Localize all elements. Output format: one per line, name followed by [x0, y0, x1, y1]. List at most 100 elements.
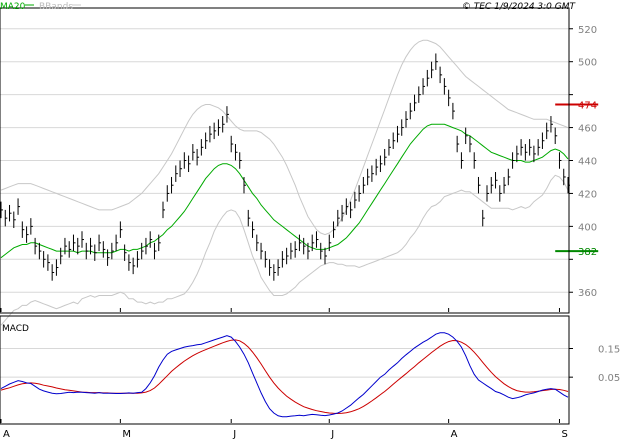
price-bar — [179, 160, 183, 177]
price-bar — [460, 152, 464, 169]
price-bar — [456, 135, 460, 153]
price-levels: 474 382 — [555, 101, 599, 258]
price-tick-label: 420 — [578, 189, 597, 200]
price-bar — [350, 201, 353, 219]
price-bar — [396, 125, 400, 143]
price-bar — [17, 198, 21, 215]
price-bar — [136, 251, 140, 268]
price-bar — [90, 237, 93, 255]
price-bar — [290, 242, 293, 260]
macd-tick-label: 0.05 — [598, 373, 620, 384]
price-bar — [171, 176, 174, 194]
price-bar — [64, 237, 67, 255]
price-bar — [537, 139, 541, 156]
price-bar — [315, 231, 319, 248]
time-tick-label: A — [3, 429, 10, 440]
price-bar — [418, 86, 421, 103]
price-bar — [281, 251, 285, 268]
price-bar — [205, 132, 208, 149]
price-bar — [243, 176, 246, 194]
price-bar — [47, 254, 50, 271]
price-bar — [490, 176, 494, 194]
time-tick-label: S — [561, 429, 567, 440]
macd-title: MACD — [2, 324, 29, 334]
price-bar — [533, 145, 536, 163]
time-tick-label: M — [122, 429, 131, 440]
price-bar — [269, 259, 272, 276]
price-bar — [426, 69, 430, 87]
price-bar — [247, 209, 251, 227]
price-bar — [132, 257, 136, 275]
price-bar — [124, 244, 127, 261]
price-bar — [239, 152, 242, 169]
price-bar — [294, 241, 298, 258]
price-bar — [409, 102, 413, 120]
bollinger-upper-line — [0, 39, 569, 236]
price-bar — [188, 155, 191, 173]
price-bar — [145, 237, 148, 255]
price-bar — [60, 247, 63, 265]
price-bar — [0, 201, 3, 219]
price-bar — [149, 231, 153, 248]
price-bar — [520, 139, 524, 156]
price-bar — [213, 122, 217, 140]
price-bar — [21, 221, 25, 238]
price-bar — [303, 237, 306, 255]
price-bar — [141, 242, 144, 260]
price-bar — [529, 139, 532, 156]
price-bar — [541, 132, 545, 149]
legend-bbands-label: BBands — [39, 2, 73, 12]
price-bar — [362, 176, 366, 194]
price-bar — [94, 244, 97, 261]
price-bar — [333, 221, 336, 238]
price-bar — [439, 66, 443, 84]
price-bar — [524, 144, 528, 161]
price-bar — [81, 231, 84, 248]
price-bar — [260, 242, 264, 260]
price-bar — [473, 152, 477, 169]
price-bars — [0, 53, 570, 281]
price-bar — [482, 209, 485, 227]
price-bar — [192, 144, 195, 161]
support-level-label: 382 — [578, 247, 597, 258]
price-bar — [495, 172, 498, 189]
price-bar — [341, 204, 345, 222]
price-bar — [550, 116, 553, 133]
price-bar — [435, 53, 438, 70]
price-bar — [358, 185, 362, 202]
price-bar — [554, 127, 558, 145]
price-bar — [111, 242, 114, 260]
price-bar — [153, 242, 157, 260]
price-tick-label: 460 — [578, 124, 597, 135]
price-bar — [558, 152, 562, 169]
price-bar — [217, 119, 221, 136]
price-bar — [98, 234, 102, 252]
price-bar — [448, 89, 451, 107]
price-bar — [26, 226, 29, 243]
price-bar — [503, 176, 507, 194]
price-bar — [162, 201, 165, 219]
price-panel: 474 382 360 400 420 440 460 500 520 — [0, 7, 599, 326]
price-bar — [119, 221, 123, 238]
price-bar — [183, 152, 187, 169]
price-bar — [405, 111, 408, 128]
price-bar — [273, 264, 276, 281]
time-tick-label: A — [451, 429, 458, 440]
price-bar — [443, 78, 447, 95]
price-bar — [209, 125, 212, 143]
price-bar — [51, 264, 55, 281]
price-bar — [256, 234, 259, 252]
price-bar — [264, 251, 268, 268]
price-bar — [392, 132, 396, 149]
time-tick-label: J — [232, 429, 236, 440]
price-bar — [128, 254, 131, 271]
price-bar — [516, 145, 519, 163]
macd-tick-label: 0.15 — [598, 345, 620, 356]
price-bar — [465, 127, 468, 145]
price-tick-label: 400 — [578, 222, 597, 233]
macd-panel-frame — [0, 315, 570, 425]
price-bar — [234, 144, 238, 161]
price-bar — [507, 168, 511, 186]
